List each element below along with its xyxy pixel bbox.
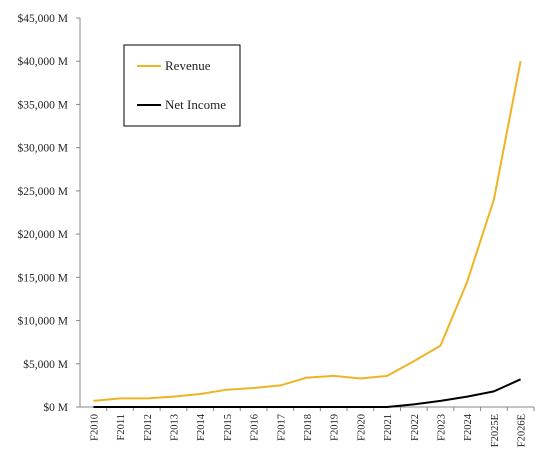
x-tick-label: F2018 xyxy=(303,414,314,441)
x-tick-label: F2012 xyxy=(143,414,154,441)
y-tick-label: $10,000 M xyxy=(18,315,68,328)
series-line-revenue xyxy=(93,61,522,402)
x-axis-ticks: F2010 F2011 F2012 F2013 F2014 F2015 F2016 F2017… xyxy=(89,407,535,447)
x-tick-label: F2013 xyxy=(169,414,180,441)
x-tick-label: F2014 xyxy=(196,413,207,441)
x-tick-label: F2016 xyxy=(250,414,261,441)
x-tick-label: F2026E xyxy=(517,414,528,447)
series-lines xyxy=(93,61,522,408)
x-tick-label: F2020 xyxy=(356,414,367,441)
y-tick-label: $15,000 M xyxy=(18,271,68,284)
legend: Revenue Net Income xyxy=(123,44,241,127)
x-tick-label: F2019 xyxy=(330,414,341,441)
legend-label-net-income: Net Income xyxy=(165,97,226,112)
legend-box xyxy=(123,44,241,127)
x-tick-label: F2017 xyxy=(276,414,287,441)
y-axis-ticks: $0 M $5,000 M $10,000 M $15,000 M $20,000 M $… xyxy=(18,12,80,414)
y-tick-label: $0 M xyxy=(43,401,68,414)
x-tick-label: F2022 xyxy=(410,414,421,441)
x-tick-label: F2023 xyxy=(437,414,448,441)
x-tick-label: F2025E xyxy=(490,414,501,447)
y-tick-label: $45,000 M xyxy=(18,12,68,25)
series-line-net-income xyxy=(93,378,522,408)
legend-label-revenue: Revenue xyxy=(165,58,211,73)
x-tick-label: F2021 xyxy=(383,414,394,441)
x-tick-label: F2010 xyxy=(89,414,100,441)
x-tick-label: F2015 xyxy=(223,414,234,441)
y-tick-label: $30,000 M xyxy=(18,142,68,155)
x-tick-label: F2024 xyxy=(463,413,474,441)
y-tick-label: $25,000 M xyxy=(18,185,68,198)
x-tick-label: F2011 xyxy=(116,414,127,440)
y-tick-label: $5,000 M xyxy=(23,358,68,371)
y-tick-label: $40,000 M xyxy=(18,55,68,68)
y-tick-label: $35,000 M xyxy=(18,98,68,111)
y-tick-label: $20,000 M xyxy=(18,228,68,241)
